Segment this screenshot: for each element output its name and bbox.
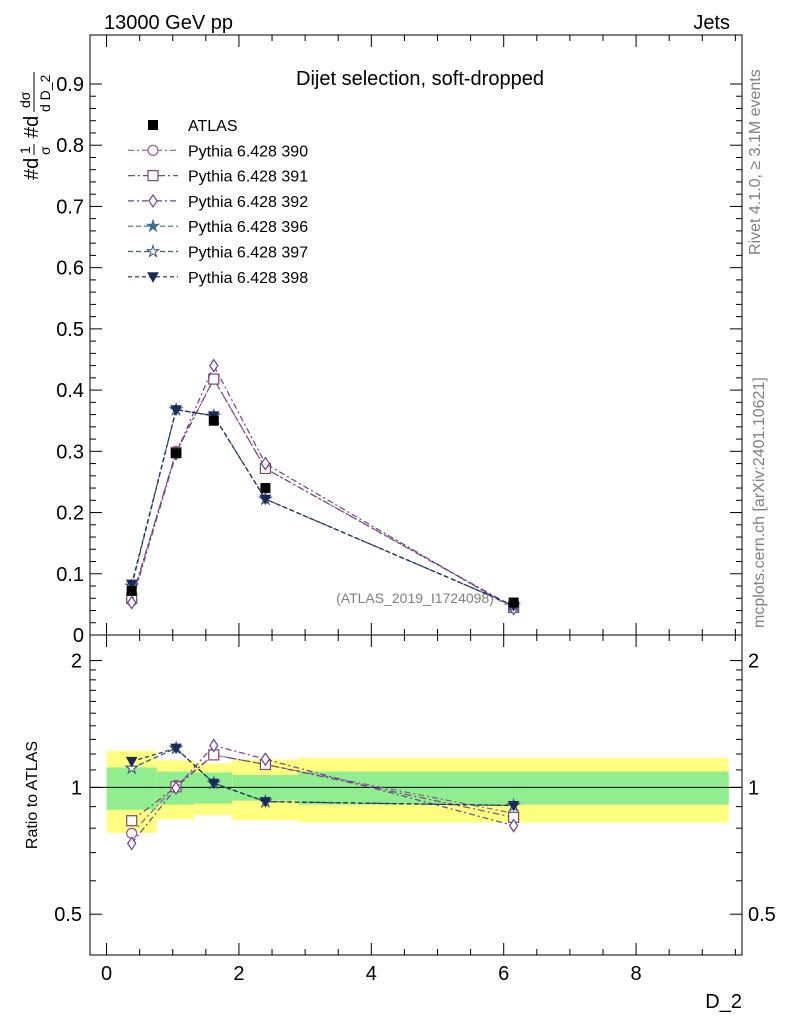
ratio-uncertainty-bands xyxy=(90,750,742,833)
series-2-point-2 xyxy=(209,358,219,373)
series-line-1 xyxy=(131,377,514,608)
header-left: 13000 GeV pp xyxy=(104,12,233,34)
atlas-point-2 xyxy=(208,415,219,426)
legend-label-atlas: ATLAS xyxy=(188,118,238,135)
y-tick-label-ratio-1: 1 xyxy=(71,777,82,799)
y-label-part-e: dσ xyxy=(17,91,33,108)
y-tick-label-ratio-right-1: 1 xyxy=(748,777,759,799)
series-line-5 xyxy=(131,409,514,607)
rivet-version-label: Rivet 4.1.0, ≥ 3.1M events xyxy=(747,69,764,255)
legend-entry-atlas: ATLAS xyxy=(148,118,238,135)
legend-label-1: Pythia 6.428 391 xyxy=(188,169,308,186)
y-label-part-c: σ xyxy=(37,146,53,155)
atlas-point-4 xyxy=(508,597,519,608)
y-axis-label-main: #d 1 σ #d dσ d D_2 xyxy=(17,72,53,180)
y-axis-label-ratio: Ratio to ATLAS xyxy=(24,741,41,849)
analysis-watermark: (ATLAS_2019_I1724098) xyxy=(336,590,494,606)
legend-entry-5: Pythia 6.428 398 xyxy=(128,270,308,287)
legend-entry-2: Pythia 6.428 392 xyxy=(128,193,308,211)
y-tick-label-ratio-right-0: 0.5 xyxy=(748,904,776,926)
legend-marker-2 xyxy=(148,193,158,208)
series-1-point-2 xyxy=(208,373,220,385)
y-tick-label-ratio-0: 0.5 xyxy=(54,904,82,926)
ratio-2-point-0 xyxy=(126,836,137,851)
series-line-2 xyxy=(131,364,514,610)
x-tick-label-4: 8 xyxy=(631,963,642,985)
ratio-5-point-1 xyxy=(170,743,182,755)
y-tick-label-main-8: 0.8 xyxy=(56,135,84,157)
legend-entry-3: Pythia 6.428 396 xyxy=(128,218,308,236)
chart-title: Dijet selection, soft-dropped xyxy=(296,68,544,90)
legend-marker-3 xyxy=(145,218,161,233)
legend-label-4: Pythia 6.428 397 xyxy=(188,245,308,262)
y-label-part-a: #d xyxy=(21,158,43,180)
series-5-point-1 xyxy=(170,405,182,416)
legend-marker-5 xyxy=(147,272,159,283)
legend-label-5: Pythia 6.428 398 xyxy=(188,270,308,287)
header-right: Jets xyxy=(693,12,730,34)
ratio-5-point-0 xyxy=(125,756,138,768)
series-5-point-3 xyxy=(259,494,272,506)
legend-label-2: Pythia 6.428 392 xyxy=(188,194,308,211)
y-tick-label-main-5: 0.5 xyxy=(56,319,84,341)
ratio-2-point-2 xyxy=(209,738,219,753)
legend-entry-4: Pythia 6.428 397 xyxy=(128,243,308,262)
ratio-line-5 xyxy=(131,747,514,807)
y-label-part-b: 1 xyxy=(17,146,33,154)
y-tick-label-main-3: 0.3 xyxy=(56,441,84,463)
legend-label-3: Pythia 6.428 396 xyxy=(188,219,308,236)
y-tick-label-main-9: 0.9 xyxy=(56,74,84,96)
ratio-2-point-3 xyxy=(260,752,271,767)
series-2-point-3 xyxy=(260,456,271,471)
y-tick-label-main-7: 0.7 xyxy=(56,196,84,218)
ratio-plot-frame xyxy=(89,634,743,956)
ratio-5-point-4 xyxy=(507,801,520,812)
y-tick-label-ratio-2: 2 xyxy=(71,651,82,673)
axes: 0 0.1 0.2 0.3 0.4 0.5 0.6 0.7 0.8 0.9 0.5 0.5 1 1 2 2 0 2… xyxy=(54,35,776,985)
y-tick-label-main-2: 0.2 xyxy=(56,503,84,525)
x-axis-label: D_2 xyxy=(705,991,742,1013)
y-tick-label-main-0: 0 xyxy=(73,625,84,647)
series-line-0 xyxy=(131,377,514,608)
atlas-point-1 xyxy=(171,448,182,459)
legend-marker-atlas xyxy=(148,120,158,130)
series-2-point-0 xyxy=(126,595,137,610)
series-5-point-0 xyxy=(125,579,138,591)
ratio-1-point-0 xyxy=(126,815,138,827)
legend-marker-4 xyxy=(145,243,161,258)
x-tick-label-3: 6 xyxy=(498,963,509,985)
mcplots-label: mcplots.cern.ch [arXiv:2401.10621] xyxy=(751,377,768,628)
y-tick-label-ratio-right-2: 2 xyxy=(748,651,759,673)
ratio-plot xyxy=(124,738,521,851)
y-tick-label-main-1: 0.1 xyxy=(56,564,84,586)
series-line-3 xyxy=(131,409,514,607)
main-plot xyxy=(124,358,521,616)
legend: ATLAS Pythia 6.428 390 Pythia 6.428 391 Pyt… xyxy=(128,118,308,287)
x-tick-label-1: 2 xyxy=(233,963,244,985)
legend-marker-0 xyxy=(147,144,159,156)
y-label-part-f: d D_2 xyxy=(37,74,53,112)
ratio-5-point-3 xyxy=(259,797,272,808)
ratio-2-point-1 xyxy=(171,780,181,796)
band-inner-0 xyxy=(106,767,157,810)
x-tick-label-0: 0 xyxy=(101,963,112,985)
legend-entry-0: Pythia 6.428 390 xyxy=(128,143,308,160)
legend-entry-1: Pythia 6.428 391 xyxy=(128,169,308,186)
x-tick-label-2: 4 xyxy=(366,963,377,985)
legend-marker-1 xyxy=(147,170,159,182)
y-tick-label-main-6: 0.6 xyxy=(56,258,84,280)
ratio-5-point-2 xyxy=(207,778,220,790)
atlas-point-3 xyxy=(260,483,271,494)
legend-label-0: Pythia 6.428 390 xyxy=(188,143,308,160)
y-tick-label-main-4: 0.4 xyxy=(56,380,84,402)
atlas-point-0 xyxy=(126,585,137,596)
ratio-4-point-0 xyxy=(124,760,139,775)
y-label-part-d: #d xyxy=(21,116,43,138)
ratio-2-point-4 xyxy=(508,818,519,833)
series-line-4 xyxy=(131,409,514,607)
